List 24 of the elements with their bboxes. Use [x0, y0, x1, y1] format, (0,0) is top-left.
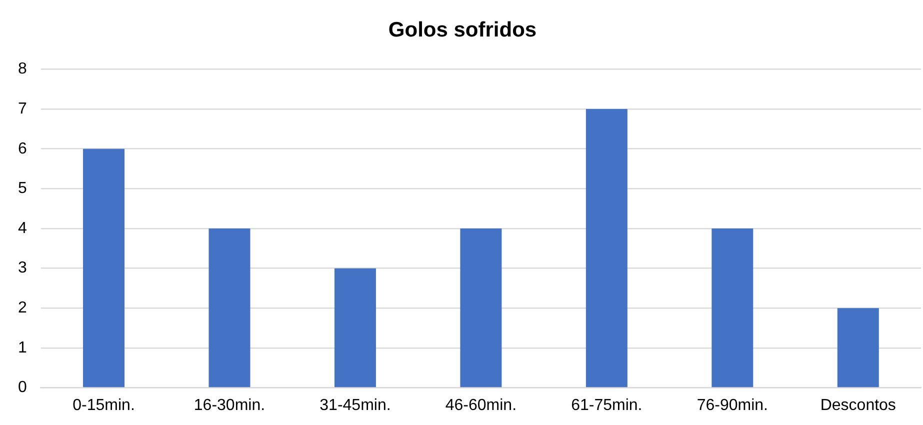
y-tick-label: 1	[18, 339, 27, 356]
x-tick-label: 31-45min.	[320, 396, 391, 414]
x-tick-label: 76-90min.	[696, 396, 768, 414]
x-tick-label: 16-30min.	[194, 396, 266, 414]
y-tick-label: 2	[18, 300, 27, 317]
x-tick-label: Descontos	[820, 396, 896, 414]
x-tick-label: 0-15min.	[72, 396, 135, 414]
y-tick-label: 3	[18, 260, 27, 277]
bar	[586, 109, 628, 388]
bar	[83, 148, 125, 388]
bar	[334, 268, 376, 388]
chart-title: Golos sofridos	[388, 18, 537, 42]
y-tick-label: 6	[18, 140, 27, 158]
x-tick-label: 46-60min.	[445, 396, 517, 414]
bar	[712, 228, 754, 388]
y-tick-label: 0	[18, 379, 27, 396]
y-tick-label: 4	[18, 220, 27, 237]
y-tick-label: 7	[18, 100, 27, 118]
y-tick-label: 8	[18, 60, 27, 78]
bar	[208, 228, 250, 388]
y-tick-label: 5	[18, 180, 27, 198]
bar	[460, 228, 502, 388]
bar	[837, 308, 879, 388]
x-tick-label: 61-75min.	[571, 396, 642, 414]
